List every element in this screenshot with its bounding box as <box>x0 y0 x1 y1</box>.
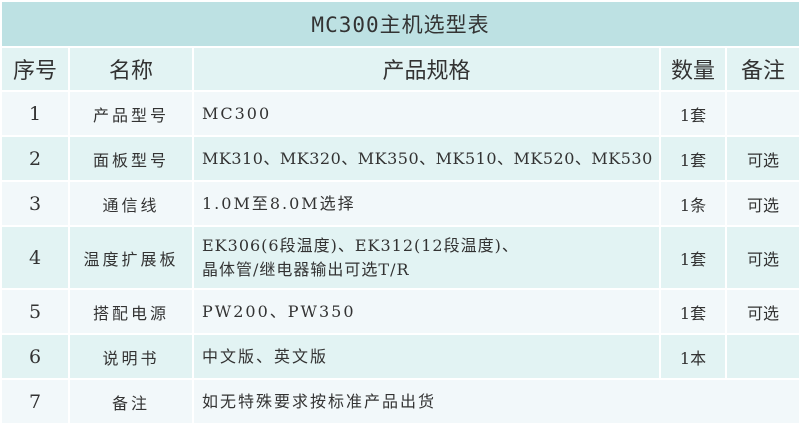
row-note <box>724 90 799 137</box>
table-row: 3 通信线 1.0M至8.0M选择 1条 可选 <box>0 180 799 227</box>
row-spec-line1: EK306(6段温度)、EK312(12段温度)、 <box>202 235 519 255</box>
header-qty: 数量 <box>659 46 727 92</box>
row-note: 可选 <box>724 288 799 335</box>
table-row: 5 搭配电源 PW200、PW350 1套 可选 <box>0 288 799 335</box>
row-no: 7 <box>0 378 70 425</box>
row-note: 可选 <box>724 180 799 227</box>
row-note: 可选 <box>724 225 799 290</box>
row-name: 产品型号 <box>68 90 194 137</box>
row-name: 温度扩展板 <box>68 225 194 290</box>
row-qty: 1套 <box>659 288 727 335</box>
row-note <box>724 333 799 380</box>
row-name: 面板型号 <box>68 135 194 182</box>
row-spec: 如无特殊要求按标准产品出货 <box>191 378 799 425</box>
header-note: 备注 <box>724 46 799 92</box>
table-row: 2 面板型号 MK310、MK320、MK350、MK510、MK520、MK5… <box>0 135 799 182</box>
row-no: 5 <box>0 288 70 335</box>
header-name: 名称 <box>68 46 194 92</box>
row-qty: 1套 <box>659 225 727 290</box>
table-row: 7 备注 如无特殊要求按标准产品出货 <box>0 378 799 425</box>
table-title: MC300主机选型表 <box>0 0 799 48</box>
row-name: 说明书 <box>68 333 194 380</box>
row-qty: 1本 <box>659 333 727 380</box>
row-no: 6 <box>0 333 70 380</box>
row-no: 1 <box>0 90 70 137</box>
table-row: 6 说明书 中文版、英文版 1本 <box>0 333 799 380</box>
row-qty: 1套 <box>659 135 727 182</box>
row-no: 2 <box>0 135 70 182</box>
row-note: 可选 <box>724 135 799 182</box>
row-qty: 1套 <box>659 90 727 137</box>
row-no: 3 <box>0 180 70 227</box>
row-spec: 1.0M至8.0M选择 <box>192 180 661 227</box>
table-row: 1 产品型号 MC300 1套 <box>0 90 799 137</box>
header-spec: 产品规格 <box>192 46 661 92</box>
row-name: 搭配电源 <box>68 288 194 335</box>
row-name: 通信线 <box>68 180 194 227</box>
row-spec: 中文版、英文版 <box>192 333 661 380</box>
row-spec: PW200、PW350 <box>192 288 661 335</box>
row-spec: EK306(6段温度)、EK312(12段温度)、 晶体管/继电器输出可选T/R <box>192 225 661 290</box>
row-name: 备注 <box>68 378 194 425</box>
row-spec: MK310、MK320、MK350、MK510、MK520、MK530 <box>192 135 661 182</box>
row-spec: MC300 <box>192 90 661 137</box>
row-qty: 1条 <box>659 180 727 227</box>
row-no: 4 <box>0 225 70 290</box>
row-spec-line2: 晶体管/继电器输出可选T/R <box>202 259 410 279</box>
table-row: 4 温度扩展板 EK306(6段温度)、EK312(12段温度)、 晶体管/继电器… <box>0 225 799 290</box>
header-no: 序号 <box>0 46 70 92</box>
